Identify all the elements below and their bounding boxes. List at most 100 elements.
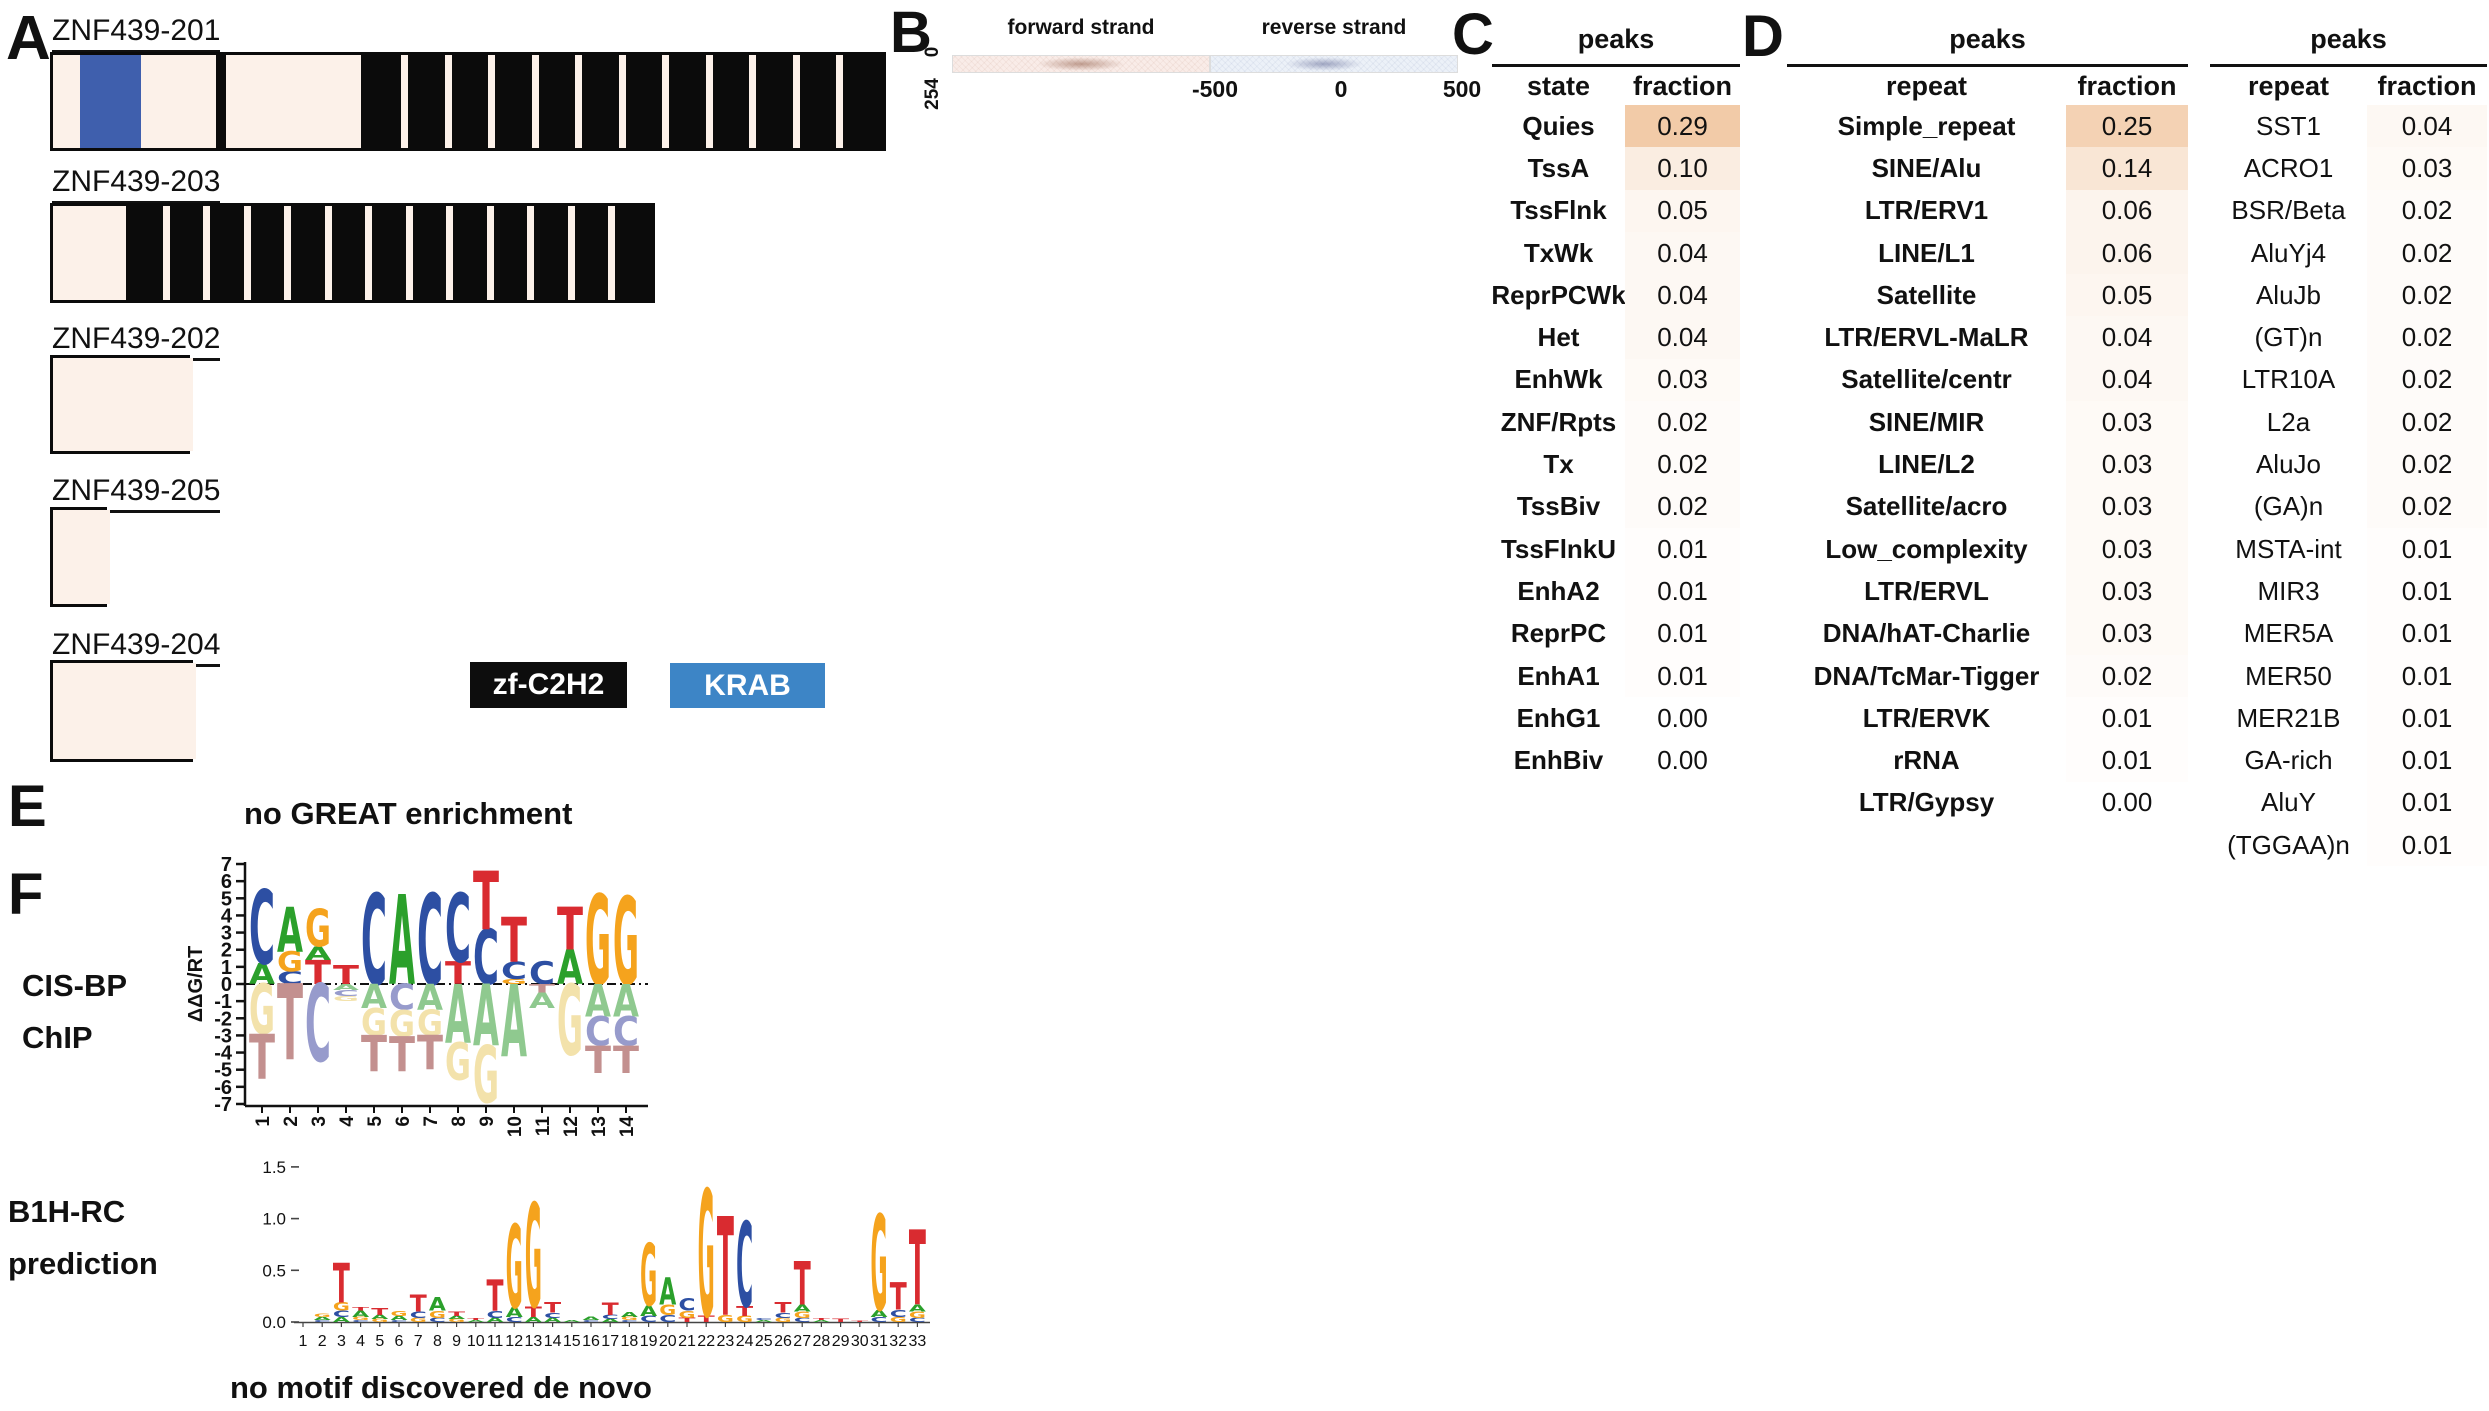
- row-fraction-value: 0.01: [2367, 781, 2487, 825]
- row-label: LINE/L1: [1878, 237, 1975, 268]
- logo-letter-G: G: [410, 1317, 427, 1324]
- logo-letter-T: T: [249, 1022, 275, 1094]
- logo1-x-tick-label: 13: [589, 1116, 610, 1137]
- logo-letter-A: A: [544, 1317, 561, 1324]
- row-fraction-value: 0.01: [1625, 570, 1740, 613]
- b-axis-tick-minus500: -500: [1191, 76, 1239, 102]
- table-row: Tx 0.02: [1492, 443, 1740, 486]
- zinc-finger-separator: [792, 55, 800, 148]
- logo1-y-tick-label: -6: [214, 1077, 232, 1099]
- row-label: Satellite/acro: [1845, 491, 2008, 522]
- transcript-name: ZNF439-205: [52, 474, 221, 513]
- logo2-y-tick-label: 1.5: [262, 1158, 286, 1177]
- row-fraction-value: 0.04: [1625, 316, 1740, 359]
- row-label: TssFlnk: [1510, 195, 1607, 226]
- logo2-x-tick-label: 2: [318, 1333, 327, 1350]
- logo1-y-tick-label: -5: [214, 1060, 232, 1082]
- table-row: MER50 0.01: [2210, 654, 2487, 698]
- table-row: AluJo 0.02: [2210, 443, 2487, 486]
- logo-letter-C: C: [305, 964, 331, 1088]
- logo-letter-T: T: [445, 956, 472, 992]
- table-row: SINE/MIR 0.03: [1787, 401, 2188, 444]
- logo2-x-tick-label: 14: [544, 1333, 562, 1350]
- cisbp-label-line1: CIS-BP: [22, 968, 128, 1003]
- logo-letter-A: A: [361, 978, 387, 1017]
- table-row: ReprPC 0.01: [1492, 612, 1740, 655]
- row-label: MER5A: [2243, 618, 2334, 649]
- logo-letter-C: C: [249, 870, 275, 988]
- transcript-bar: [50, 660, 196, 762]
- logo-letter-T: T: [305, 954, 332, 993]
- logo-letter-G: G: [525, 1174, 542, 1340]
- row-label: EnhBiv: [1513, 745, 1604, 776]
- logo-letter-G: G: [659, 1301, 676, 1318]
- logo-letter-G: G: [613, 872, 639, 1013]
- logo2-x-tick-label: 18: [621, 1333, 639, 1350]
- logo-letter-T: T: [525, 1303, 542, 1320]
- table-row: Satellite/acro 0.03: [1787, 485, 2188, 528]
- logo-letter-A: A: [277, 895, 303, 967]
- row-fraction-value: 0.01: [2367, 654, 2487, 698]
- logo2-y-tick-label: 0.5: [262, 1261, 286, 1280]
- transcript-name-text: ZNF439-203: [52, 165, 221, 204]
- table-row: DNA/TcMar-Tigger 0.02: [1787, 654, 2188, 698]
- row-label: SINE/Alu: [1871, 152, 1982, 183]
- zinc-finger-separator: [405, 206, 413, 300]
- logo-letter-C: C: [361, 869, 387, 1014]
- logo-letter-G: G: [640, 1226, 657, 1326]
- row-label: DNA/hAT-Charlie: [1822, 618, 2031, 649]
- row-label: LTR/ERV1: [1864, 195, 1989, 226]
- table-row: SINE/Alu 0.14: [1787, 147, 2188, 190]
- logo-letter-A: A: [473, 967, 499, 1066]
- table-row: EnhG1 0.00: [1492, 697, 1740, 740]
- logo-letter-C: C: [314, 1319, 331, 1322]
- logo2-x-tick-label: 29: [832, 1333, 850, 1350]
- transcript-bar: [50, 355, 193, 454]
- table-row: AluY 0.01: [2210, 781, 2487, 825]
- b1hrc-label-line2: prediction: [8, 1246, 158, 1281]
- row-fraction-value: 0.02: [2367, 316, 2487, 359]
- column-header-repeat: repeat: [2247, 70, 2330, 101]
- logo-letter-T: T: [557, 895, 583, 964]
- logo2-x-tick-label: 22: [697, 1333, 715, 1350]
- logo-letter-C: C: [333, 1310, 350, 1320]
- row-fraction-value: 0.01: [2367, 527, 2487, 571]
- table-row: GA-rich 0.01: [2210, 739, 2487, 782]
- table-row: (GT)n 0.02: [2210, 316, 2487, 359]
- logo-letter-G: G: [445, 1032, 471, 1093]
- logo-letter-C: C: [602, 1313, 619, 1320]
- logo-letter-T: T: [813, 1317, 831, 1320]
- row-fraction-value: 0.02: [2367, 189, 2487, 232]
- logo-letter-G: G: [736, 1315, 753, 1325]
- zinc-finger-separator: [203, 206, 211, 300]
- panel-d-peaks-1: peaks repeat fraction Simple_repeat 0.25 SINE…: [1787, 10, 2188, 825]
- logo-letter-A: A: [525, 1316, 544, 1324]
- logo-letter-C: C: [389, 978, 415, 1019]
- table-row: LTR/ERVK 0.01: [1787, 697, 2188, 740]
- table-header-row: state fraction: [1492, 67, 1740, 105]
- logo-letter-C: C: [871, 1316, 888, 1324]
- logo-letter-A: A: [613, 975, 640, 1028]
- table-row: Het 0.04: [1492, 316, 1740, 359]
- row-label: LTR10A: [2241, 364, 2336, 395]
- row-label: LTR/ERVK: [1862, 702, 1991, 733]
- row-label: AluJo: [2255, 449, 2322, 480]
- table-row: TssFlnk 0.05: [1492, 189, 1740, 232]
- zinc-finger-separator: [444, 55, 452, 148]
- logo1-x-tick-label: 6: [393, 1116, 414, 1127]
- row-fraction-value: 0.01: [1625, 527, 1740, 571]
- row-label: rRNA: [1893, 745, 1960, 776]
- table-row: AluYj4 0.02: [2210, 231, 2487, 275]
- b-axis-tick-500: 500: [1442, 76, 1482, 102]
- row-fraction-value: 0.02: [1625, 485, 1740, 528]
- row-label: AluYj4: [2250, 237, 2327, 268]
- row-fraction-value: 0.04: [2066, 316, 2188, 359]
- table-row: AluJb 0.02: [2210, 274, 2487, 317]
- table-row: DNA/hAT-Charlie 0.03: [1787, 612, 2188, 655]
- reverse-strand-label: reverse strand: [1261, 16, 1407, 39]
- logo-letter-A: A: [529, 988, 556, 1013]
- logo1-x-tick-label: 9: [477, 1116, 498, 1127]
- logo-letter-T: T: [775, 1299, 792, 1316]
- table-title-rule: [1787, 64, 2188, 67]
- logo-letter-A: A: [640, 1302, 658, 1319]
